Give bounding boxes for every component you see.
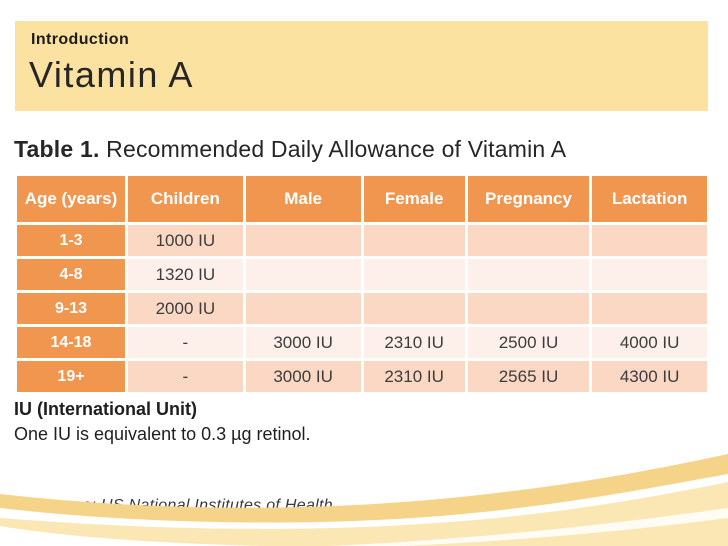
table-cell: 3000 IU	[245, 327, 361, 358]
table-cell: 2000 IU	[128, 293, 243, 324]
table-cell	[467, 225, 590, 256]
table-row: 14-18 - 3000 IU 2310 IU 2500 IU 4000 IU	[17, 327, 707, 358]
table-cell	[363, 259, 465, 290]
column-header-female: Female	[363, 176, 465, 222]
section-kicker: Introduction	[31, 31, 130, 48]
table-cell: 2310 IU	[363, 361, 465, 392]
table-cell: -	[128, 327, 243, 358]
page-title: Vitamin A	[29, 54, 194, 95]
table-cell	[467, 293, 590, 324]
table-cell	[363, 293, 465, 324]
table-caption-text: Recommended Daily Allowance of Vitamin A	[99, 136, 567, 162]
table-caption-label: Table 1.	[14, 136, 100, 162]
age-cell: 14-18	[17, 327, 125, 358]
column-header-male: Male	[245, 176, 361, 222]
column-header-age: Age (years)	[17, 176, 125, 222]
iu-note-body: One IU is equivalent to 0.3 µg retinol.	[14, 424, 311, 445]
table-cell: 2500 IU	[467, 327, 590, 358]
table-cell: 1000 IU	[128, 225, 243, 256]
age-cell: 9-13	[17, 293, 125, 324]
wave-decoration	[0, 454, 728, 546]
table-row: 9-13 2000 IU	[17, 293, 707, 324]
table-cell	[245, 225, 361, 256]
age-cell: 19+	[17, 361, 125, 392]
table-cell: 2565 IU	[467, 361, 590, 392]
column-header-lactation: Lactation	[592, 176, 707, 222]
table-row: 4-8 1320 IU	[17, 259, 707, 290]
table-cell: 4000 IU	[592, 327, 707, 358]
table-cell: 4300 IU	[592, 361, 707, 392]
table-cell	[592, 293, 707, 324]
age-cell: 4-8	[17, 259, 125, 290]
iu-note: IU (International Unit) One IU is equiva…	[14, 397, 311, 447]
table-cell	[592, 225, 707, 256]
table-row: 19+ - 3000 IU 2310 IU 2565 IU 4300 IU	[17, 361, 707, 392]
age-cell: 1-3	[17, 225, 125, 256]
table-cell	[245, 259, 361, 290]
table-cell	[245, 293, 361, 324]
column-header-pregnancy: Pregnancy	[467, 176, 590, 222]
title-banner	[15, 21, 708, 111]
table-cell: -	[128, 361, 243, 392]
iu-note-heading: IU (International Unit)	[14, 399, 197, 419]
table-cell	[363, 225, 465, 256]
table-header-row: Age (years) Children Male Female Pregnan…	[17, 176, 707, 222]
table-cell	[467, 259, 590, 290]
column-header-children: Children	[128, 176, 243, 222]
table-cell	[592, 259, 707, 290]
table-row: 1-3 1000 IU	[17, 225, 707, 256]
table-cell: 1320 IU	[128, 259, 243, 290]
table-cell: 3000 IU	[245, 361, 361, 392]
rda-table: Age (years) Children Male Female Pregnan…	[14, 173, 710, 395]
table-cell: 2310 IU	[363, 327, 465, 358]
table-caption: Table 1. Recommended Daily Allowance of …	[14, 136, 566, 163]
